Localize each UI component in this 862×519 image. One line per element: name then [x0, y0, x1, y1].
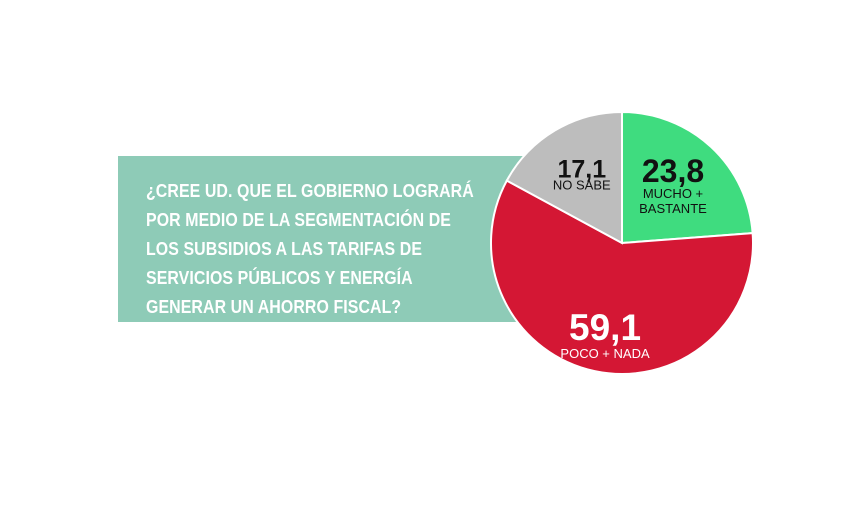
slice-category-label: NO SABE: [553, 177, 611, 192]
slice-category-label: POCO + NADA: [560, 346, 650, 361]
question-line: SERVICIOS PÚBLICOS Y ENERGÍA: [146, 267, 413, 288]
question-text: ¿CREE UD. QUE EL GOBIERNO LOGRARÁ POR ME…: [146, 176, 474, 321]
pie-slice-mucho-bastante: [621, 110, 754, 245]
question-line: LOS SUBSIDIOS A LAS TARIFAS DE: [146, 238, 423, 259]
slice-value-label: 59,1: [569, 307, 641, 348]
question-line: POR MEDIO DE LA SEGMENTACIÓN DE: [146, 209, 451, 230]
question-line: GENERAR UN AHORRO FISCAL?: [146, 296, 402, 317]
slice-value-label: 17,1: [557, 155, 606, 183]
slice-category-label: MUCHO +: [643, 186, 703, 201]
question-line: ¿CREE UD. QUE EL GOBIERNO LOGRARÁ: [146, 180, 474, 201]
slice-category-label: BASTANTE: [639, 201, 707, 216]
pie-slice-poco-nada: [490, 179, 754, 375]
question-box: [118, 156, 538, 322]
slice-value-label: 23,8: [642, 153, 704, 189]
pie-slice-no-sabe: [505, 110, 623, 245]
